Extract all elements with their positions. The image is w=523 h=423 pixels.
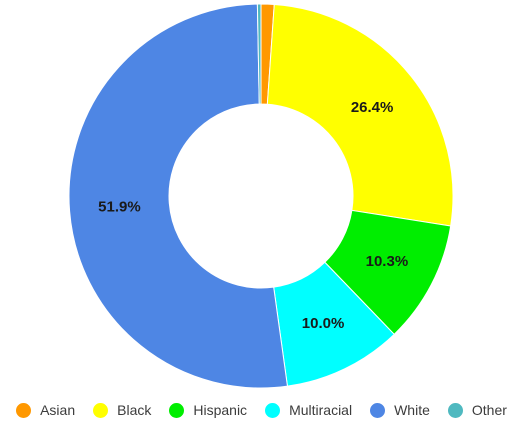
legend-swatch-white <box>370 402 386 418</box>
value-label-black: 26.4% <box>351 99 394 116</box>
value-label-white: 51.9% <box>98 199 141 216</box>
legend-swatch-black <box>93 402 109 418</box>
legend-swatch-asian <box>16 402 32 418</box>
legend-label: Multiracial <box>289 402 353 418</box>
legend-swatch-hispanic <box>169 402 185 418</box>
legend-label: Black <box>117 402 152 418</box>
chart-legend: Asian Black Hispanic Multiracial White Other <box>0 397 523 423</box>
slice-black[interactable] <box>266 3 454 227</box>
legend-item-multiracial[interactable]: Multiracial <box>265 402 352 418</box>
legend-item-white[interactable]: White <box>370 402 430 418</box>
legend-item-black[interactable]: Black <box>93 402 151 418</box>
donut-value-labels: 26.4% 10.3% 10.0% 51.9% <box>98 99 408 332</box>
legend-item-hispanic[interactable]: Hispanic <box>169 402 247 418</box>
legend-swatch-other <box>447 402 463 418</box>
slice-white[interactable] <box>68 3 289 389</box>
donut-chart: 26.4% 10.3% 10.0% 51.9% <box>68 3 454 389</box>
value-label-multiracial: 10.0% <box>302 315 345 332</box>
legend-label: Other <box>471 402 507 418</box>
legend-swatch-multiracial <box>265 402 281 418</box>
legend-label: White <box>394 402 430 418</box>
slice-other[interactable] <box>256 3 262 105</box>
legend-item-other[interactable]: Other <box>447 402 507 418</box>
value-label-hispanic: 10.3% <box>366 253 409 270</box>
legend-label: Hispanic <box>193 402 248 418</box>
legend-item-asian[interactable]: Asian <box>16 402 75 418</box>
donut-slices <box>68 3 454 389</box>
legend-label: Asian <box>40 402 76 418</box>
